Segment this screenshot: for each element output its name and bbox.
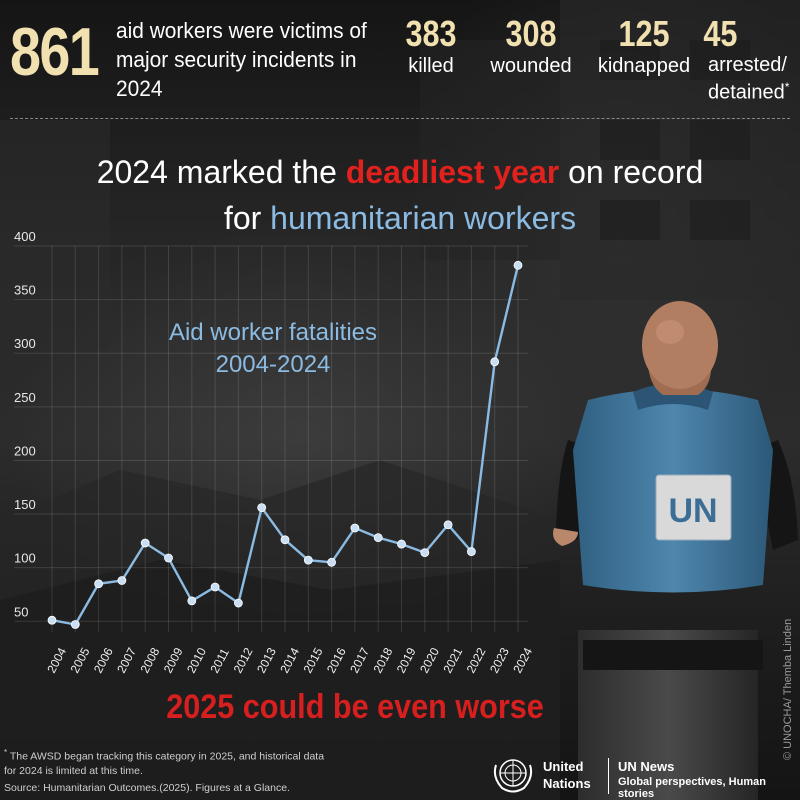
stat-wounded-value: 308 — [505, 13, 557, 54]
stat-arrested-value: 45 — [703, 13, 738, 54]
data-point — [466, 547, 476, 556]
stat-killed: 383 killed — [395, 14, 467, 78]
main-title-line2: for humanitarian workers — [223, 200, 577, 236]
data-point — [303, 555, 313, 565]
data-point — [164, 553, 173, 563]
y-tick-label: 350 — [14, 283, 36, 298]
photo-credit: © UNOCHA/ Themba Linden — [782, 618, 794, 760]
stat-killed-label: killed — [408, 55, 454, 77]
x-tick-label: 2020 — [417, 645, 442, 675]
x-tick-label: 2023 — [487, 645, 512, 675]
outlook-warning: 2025 could be even worse — [166, 688, 544, 726]
data-point — [420, 548, 430, 558]
chart-title: Aid worker fatalities — [169, 319, 377, 346]
stat-arrested: 45 arrested/ detained* — [700, 14, 798, 104]
data-point — [210, 582, 220, 592]
data-point — [94, 579, 103, 589]
y-tick-label: 150 — [14, 497, 36, 512]
x-tick-label: 2006 — [91, 645, 116, 675]
x-tick-label: 2013 — [254, 645, 279, 675]
logo-divider — [608, 758, 609, 794]
un-logo-text: United Nations — [543, 759, 591, 791]
data-point — [397, 539, 406, 549]
data-point — [327, 557, 337, 567]
main-title-line1: 2024 marked the deadliest year on record — [96, 154, 704, 190]
x-tick-label: 2010 — [184, 645, 209, 675]
x-tick-label: 2018 — [370, 645, 395, 675]
header-divider — [10, 118, 790, 119]
data-point — [443, 520, 453, 530]
x-tick-label: 2019 — [394, 645, 419, 675]
data-point — [280, 535, 290, 545]
un-worker-photo: UN — [553, 301, 798, 800]
x-tick-label: 2012 — [231, 645, 256, 675]
y-tick-label: 100 — [14, 551, 36, 566]
data-point — [187, 596, 197, 606]
data-point — [513, 260, 523, 270]
title-highlight-blue: humanitarian workers — [270, 200, 577, 236]
data-point — [117, 576, 127, 585]
x-tick-label: 2011 — [207, 646, 232, 676]
source-citation: Source: Humanitarian Outcomes.(2025). Fi… — [4, 782, 290, 794]
x-tick-label: 2007 — [114, 645, 139, 675]
data-point — [373, 533, 383, 543]
data-point — [140, 538, 150, 548]
title-highlight-red: deadliest year — [345, 154, 560, 190]
data-point — [47, 615, 57, 625]
total-victims-caption: aid workers were victims of major securi… — [116, 18, 367, 101]
y-tick-label: 200 — [14, 443, 36, 458]
stat-kidnapped-label: kidnapped — [597, 55, 691, 77]
stat-kidnapped-value: 125 — [618, 13, 670, 54]
stat-wounded-label: wounded — [490, 55, 572, 77]
un-news-title: UN News — [618, 759, 675, 774]
un-emblem-icon — [493, 759, 533, 793]
data-point — [257, 503, 267, 513]
vest-un-label: UN — [668, 492, 717, 530]
x-tick-label: 2017 — [347, 645, 372, 675]
data-point — [70, 620, 80, 629]
data-point — [233, 598, 243, 608]
x-tick-label: 2015 — [301, 645, 326, 675]
total-victims-number: 861 — [10, 14, 100, 90]
x-tick-label: 2008 — [137, 645, 162, 675]
stat-wounded: 308 wounded — [485, 14, 577, 78]
y-tick-label: 300 — [14, 336, 36, 351]
x-tick-label: 2014 — [277, 645, 302, 675]
footnote: * The AWSD began tracking this category … — [4, 748, 325, 777]
un-news-tagline: Global perspectives, Human stories — [618, 776, 766, 800]
stat-kidnapped: 125 kidnapped — [592, 14, 696, 78]
x-tick-label: 2009 — [161, 645, 186, 675]
chart-title: 2004-2024 — [216, 351, 331, 378]
fatalities-line-chart: 5010015020025030035040020042005200620072… — [14, 230, 535, 676]
data-point — [350, 523, 360, 533]
x-tick-label: 2024 — [510, 645, 535, 675]
x-tick-label: 2004 — [44, 645, 69, 675]
y-tick-label: 400 — [14, 230, 36, 244]
stat-killed-value: 383 — [405, 13, 457, 54]
x-tick-label: 2021 — [440, 645, 465, 675]
x-tick-label: 2022 — [464, 645, 489, 675]
data-point — [490, 357, 500, 367]
y-tick-label: 50 — [14, 604, 28, 619]
x-tick-label: 2005 — [68, 645, 93, 675]
x-tick-label: 2016 — [324, 645, 349, 675]
y-tick-label: 250 — [14, 390, 36, 405]
stat-arrested-label: arrested/ detained* — [708, 54, 790, 104]
